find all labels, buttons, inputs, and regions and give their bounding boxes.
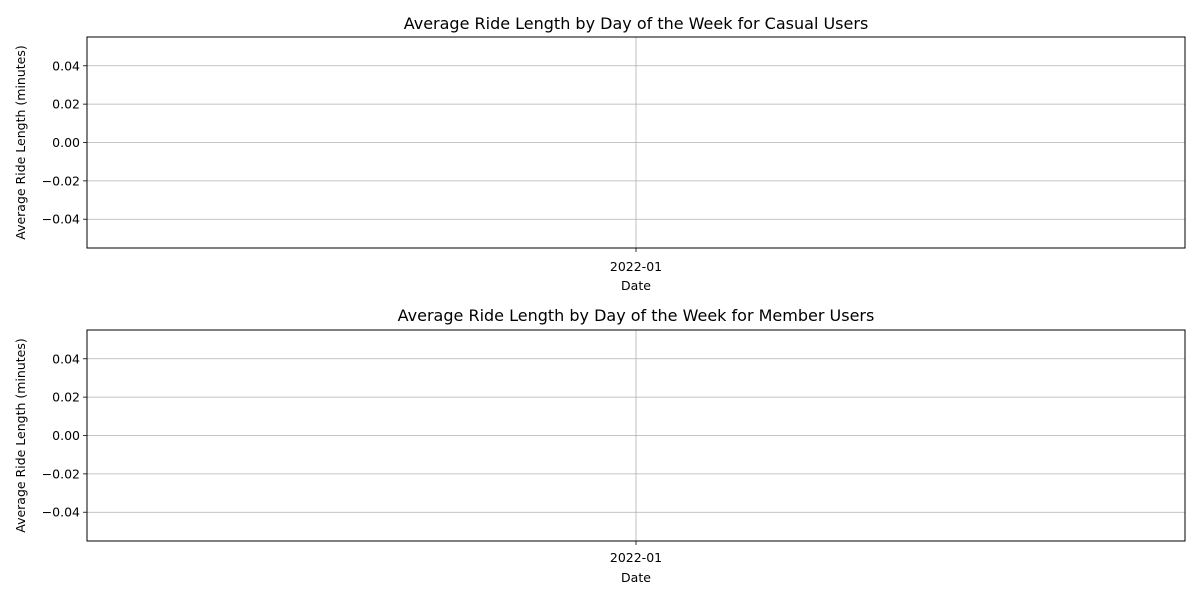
y-tick-label: −0.04 [42, 505, 80, 520]
y-tick-label: 0.02 [52, 97, 80, 112]
y-tick-label: 0.04 [52, 351, 80, 366]
y-tick-label: 0.02 [52, 390, 80, 405]
y-tick-label: −0.04 [42, 212, 80, 227]
y-axis-label: Average Ride Length (minutes) [13, 338, 28, 533]
subplot-1: 0.04 0.02 0.00 −0.02 −0.04 2022-01 Average Rid… [13, 14, 1186, 293]
x-axis-label: Date [621, 278, 651, 293]
axes-frame [86, 329, 1186, 542]
y-axis-label: Average Ride Length (minutes) [13, 45, 28, 240]
chart-title: Average Ride Length by Day of the Week f… [398, 306, 875, 325]
x-tick-label: 2022-01 [610, 259, 662, 274]
y-tick-label: 0.04 [52, 58, 80, 73]
chart-title: Average Ride Length by Day of the Week f… [404, 14, 869, 33]
axes-frame [86, 36, 1186, 249]
y-tick-label: −0.02 [42, 173, 80, 188]
x-tick-label: 2022-01 [610, 550, 662, 565]
y-tick-label: −0.02 [42, 466, 80, 481]
y-tick-label: 0.00 [52, 135, 80, 150]
x-axis-label: Date [621, 570, 651, 585]
y-tick-label: 0.00 [52, 428, 80, 443]
subplot-2: 0.04 0.02 0.00 −0.02 −0.04 2022-01 Average Rid… [13, 306, 1186, 585]
